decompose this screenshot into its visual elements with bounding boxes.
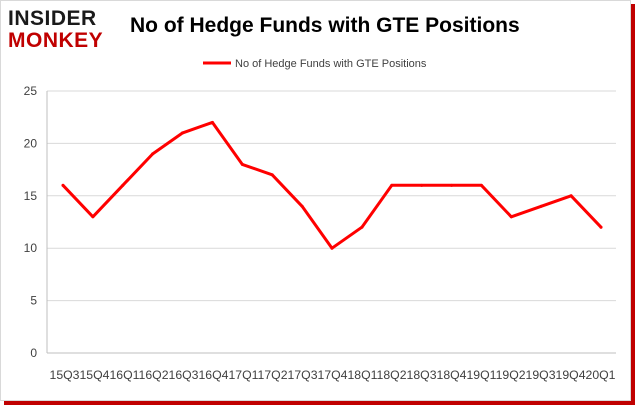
x-tick-labels: 15Q315Q416Q116Q216Q316Q417Q117Q217Q317Q4…	[50, 368, 616, 382]
data-point	[151, 152, 155, 156]
y-tick-label: 10	[24, 241, 38, 255]
data-point	[420, 183, 424, 187]
data-point	[91, 215, 95, 219]
data-point	[330, 246, 334, 250]
legend-label: No of Hedge Funds with GTE Positions	[235, 58, 427, 70]
data-point	[360, 225, 364, 229]
y-tick-label: 20	[24, 136, 38, 150]
data-point	[210, 120, 214, 124]
data-point	[300, 204, 304, 208]
series-lines	[61, 120, 603, 250]
data-point	[599, 225, 603, 229]
data-point	[121, 183, 125, 187]
data-point	[509, 215, 513, 219]
data-point	[569, 194, 573, 198]
y-tick-label: 5	[30, 294, 37, 308]
data-point	[479, 183, 483, 187]
insider-monkey-logo: INSIDER MONKEY	[8, 8, 118, 56]
gridlines	[47, 90, 616, 302]
logo-text-insider: INSIDER	[8, 7, 97, 30]
chart-frame	[0, 0, 631, 401]
data-point	[450, 183, 454, 187]
data-point	[240, 162, 244, 166]
y-tick-labels: 0 5 10 15 20 25	[24, 84, 38, 360]
data-point	[390, 183, 394, 187]
data-point	[539, 204, 543, 208]
data-point	[61, 183, 65, 187]
y-tick-label: 25	[24, 84, 38, 98]
chart-title: No of Hedge Funds with GTE Positions	[130, 14, 520, 37]
y-tick-label: 15	[24, 189, 38, 203]
series-line	[61, 120, 603, 250]
logo-text-monkey: MONKEY	[8, 29, 104, 52]
x-tick-labels-text: 15Q315Q416Q116Q216Q316Q417Q117Q217Q317Q4…	[50, 368, 616, 382]
axes	[46, 91, 616, 354]
data-point	[181, 131, 185, 135]
y-tick-label: 0	[30, 346, 37, 360]
data-point	[270, 173, 274, 177]
legend: No of Hedge Funds with GTE Positions	[203, 58, 427, 70]
